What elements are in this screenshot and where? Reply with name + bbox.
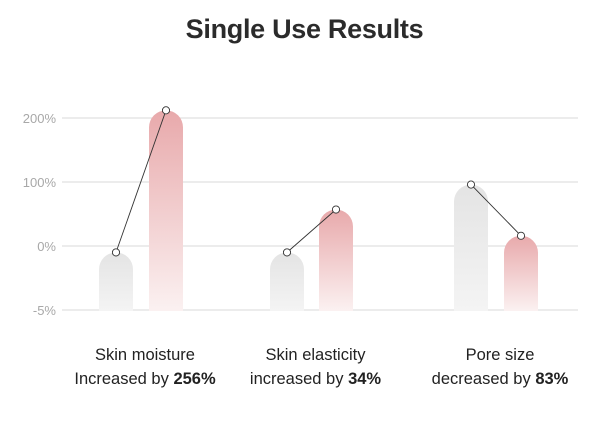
y-tick-label: -5% xyxy=(33,303,57,318)
data-point xyxy=(466,180,476,189)
caption-skin-elasticity: Skin elasticity increased by 34% xyxy=(221,343,411,391)
bar xyxy=(270,252,304,311)
data-point xyxy=(111,248,121,257)
caption-label: Skin elasticity xyxy=(265,346,366,364)
caption-label: Pore size xyxy=(465,346,535,364)
bar xyxy=(319,209,353,311)
bar xyxy=(454,184,488,311)
caption-pore-size: Pore size decreased by 83% xyxy=(405,343,595,391)
caption-prefix: increased by xyxy=(249,370,344,388)
connector-line xyxy=(286,209,337,253)
caption-prefix: decreased by xyxy=(431,370,531,388)
caption-percent: 256% xyxy=(173,370,216,388)
data-point xyxy=(161,106,171,115)
caption-percent: 34% xyxy=(348,370,382,388)
caption-prefix: Increased by xyxy=(74,370,169,388)
bar xyxy=(99,252,133,311)
category-captions: Skin moisture Increased by 256% Skin ela… xyxy=(0,343,609,403)
y-tick-label: 200% xyxy=(23,111,57,126)
connector-line xyxy=(470,184,522,237)
connector-line xyxy=(115,110,167,253)
bar xyxy=(149,110,183,311)
y-tick-label: 0% xyxy=(37,239,56,254)
data-point xyxy=(516,231,526,240)
data-point xyxy=(331,205,341,214)
caption-percent: 83% xyxy=(535,370,569,388)
caption-label: Skin moisture xyxy=(95,346,195,364)
bar xyxy=(504,235,538,311)
chart-title: Single Use Results xyxy=(185,14,424,44)
data-point xyxy=(282,248,292,257)
caption-skin-moisture: Skin moisture Increased by 256% xyxy=(50,343,240,391)
y-tick-label: 100% xyxy=(23,175,57,190)
